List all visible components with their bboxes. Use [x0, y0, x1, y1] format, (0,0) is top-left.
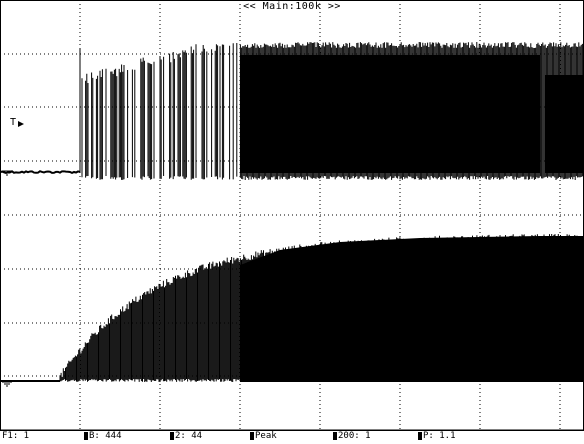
status-segment-label: 200: 1: [338, 431, 371, 441]
status-segment-label: 2: 44: [175, 431, 203, 441]
channel-2-trace: [0, 234, 584, 382]
status-segment: 2: 44: [170, 431, 202, 441]
channel-markers: T: [2, 117, 24, 387]
status-segment: F1: 1: [2, 431, 29, 441]
ch2-dense-fill: [240, 236, 584, 382]
status-block-icon: [333, 431, 337, 440]
status-segment-label: B: 444: [89, 431, 122, 441]
status-block-icon: [418, 431, 422, 440]
status-segment: P: 1.1: [418, 431, 456, 441]
status-block-icon: [170, 431, 174, 440]
timebase-label: << Main:100k >>: [243, 1, 341, 12]
ch1-dense-fill: [240, 55, 540, 173]
status-block-icon: [250, 431, 254, 440]
status-segment-label: F1: 1: [2, 431, 30, 441]
status-block-icon: [84, 431, 88, 440]
channel-1-trace: [0, 42, 584, 180]
trigger-level-marker: T: [10, 117, 16, 128]
status-segment: 200: 1: [333, 431, 371, 441]
status-segment: B: 444: [84, 431, 122, 441]
status-segment-label: Peak: [255, 431, 277, 441]
status-segment: Peak: [250, 431, 277, 441]
ch1-dense-fill-right: [545, 75, 584, 173]
trigger-level-arrow: [18, 121, 24, 127]
status-bar: F1: 1 B: 444 2: 44 Peak 200: 1 P: 1.1: [0, 430, 584, 441]
ch1-baseline: [0, 170, 81, 175]
status-segment-label: P: 1.1: [423, 431, 456, 441]
